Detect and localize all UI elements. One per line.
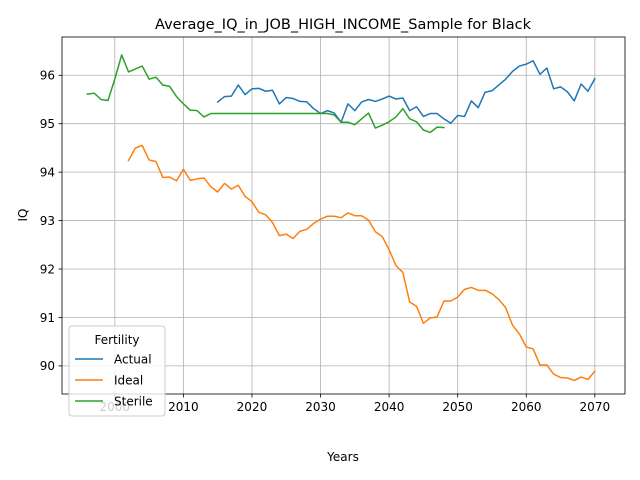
series-line-actual xyxy=(216,59,596,124)
x-tick-label: 2020 xyxy=(237,400,268,414)
x-tick-label: 2050 xyxy=(442,400,473,414)
legend-label-sterile: Sterile xyxy=(114,394,153,408)
x-tick-label: 2040 xyxy=(374,400,405,414)
legend-label-ideal: Ideal xyxy=(114,373,143,387)
y-tick-label: 90 xyxy=(40,359,55,373)
y-tick-label: 91 xyxy=(40,311,55,325)
y-tick-label: 95 xyxy=(40,117,55,131)
series-line-ideal xyxy=(127,144,596,382)
chart-title: Average_IQ_in_JOB_HIGH_INCOME_Sample for… xyxy=(155,17,532,33)
x-tick-label: 2070 xyxy=(580,400,611,414)
y-axis-title: IQ xyxy=(16,209,30,222)
x-tick-label: 2030 xyxy=(305,400,336,414)
x-tick-label: 2060 xyxy=(511,400,542,414)
series-lines xyxy=(86,54,596,382)
y-tick-label: 96 xyxy=(40,69,55,83)
x-tick-label: 2010 xyxy=(168,400,199,414)
legend-label-actual: Actual xyxy=(114,352,152,366)
x-axis-title: Years xyxy=(326,450,359,464)
y-tick-label: 92 xyxy=(40,262,55,276)
legend-entries: Actual Ideal Sterile xyxy=(75,352,153,408)
y-tick-label: 93 xyxy=(40,214,55,228)
legend-box xyxy=(68,325,166,417)
y-tick-label: 94 xyxy=(40,165,55,179)
plot-frame xyxy=(61,36,626,395)
series-line-sterile xyxy=(86,54,445,134)
legend-title: Fertility xyxy=(94,333,139,347)
legend: Fertility Actual Ideal Sterile xyxy=(68,325,166,417)
